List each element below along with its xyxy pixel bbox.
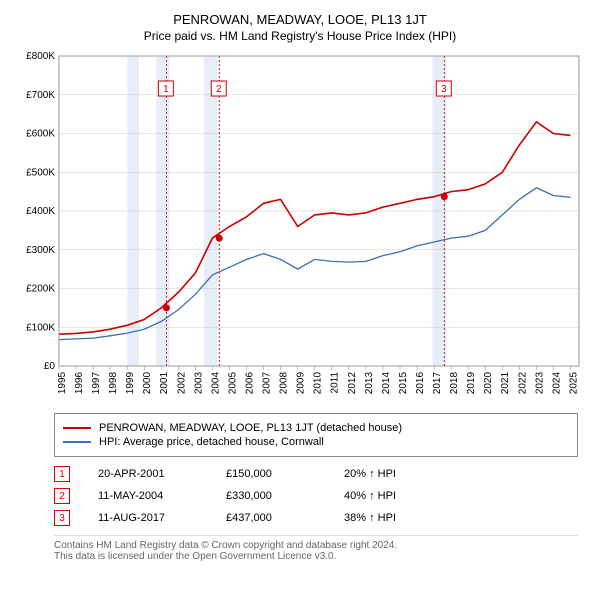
svg-text:2023: 2023 <box>534 372 545 395</box>
legend-swatch <box>63 427 91 429</box>
footer-line-2: This data is licensed under the Open Gov… <box>54 551 578 562</box>
svg-text:2005: 2005 <box>227 372 238 395</box>
sale-marker-box: 3 <box>54 510 70 526</box>
svg-text:2011: 2011 <box>330 372 341 394</box>
svg-text:£100K: £100K <box>26 322 55 333</box>
svg-text:2000: 2000 <box>142 372 153 395</box>
svg-text:1997: 1997 <box>91 372 102 395</box>
svg-text:2008: 2008 <box>279 372 290 395</box>
legend-swatch <box>63 441 91 443</box>
svg-text:2016: 2016 <box>415 372 426 395</box>
sale-marker-box: 1 <box>54 466 70 482</box>
svg-text:£600K: £600K <box>26 129 55 140</box>
svg-text:2001: 2001 <box>159 372 170 395</box>
svg-text:2018: 2018 <box>449 372 460 395</box>
sale-date: 20-APR-2001 <box>98 468 198 480</box>
svg-text:2014: 2014 <box>381 372 392 395</box>
svg-text:£0: £0 <box>44 361 56 372</box>
svg-text:2002: 2002 <box>176 372 187 395</box>
footer-line-1: Contains HM Land Registry data © Crown c… <box>54 540 578 551</box>
sale-row: 3 11-AUG-2017 £437,000 38% ↑ HPI <box>54 507 578 529</box>
legend-label: HPI: Average price, detached house, Corn… <box>99 436 324 448</box>
sale-marker-box: 2 <box>54 488 70 504</box>
sales-table: 1 20-APR-2001 £150,000 20% ↑ HPI 2 11-MAY-200… <box>54 463 578 529</box>
svg-text:2017: 2017 <box>432 372 443 395</box>
svg-text:2009: 2009 <box>296 372 307 395</box>
svg-text:2012: 2012 <box>347 372 358 395</box>
svg-text:2003: 2003 <box>193 372 204 395</box>
sale-row: 1 20-APR-2001 £150,000 20% ↑ HPI <box>54 463 578 485</box>
sale-date: 11-AUG-2017 <box>98 512 198 524</box>
sale-delta: 40% ↑ HPI <box>344 490 396 502</box>
svg-text:2006: 2006 <box>244 372 255 395</box>
sale-delta: 20% ↑ HPI <box>344 468 396 480</box>
svg-text:£800K: £800K <box>26 52 55 62</box>
sale-row: 2 11-MAY-2004 £330,000 40% ↑ HPI <box>54 485 578 507</box>
svg-text:£300K: £300K <box>26 245 55 256</box>
svg-text:2019: 2019 <box>466 372 477 395</box>
legend-label: PENROWAN, MEADWAY, LOOE, PL13 1JT (detac… <box>99 422 402 434</box>
sale-price: £437,000 <box>226 512 316 524</box>
footer-attribution: Contains HM Land Registry data © Crown c… <box>54 535 578 562</box>
svg-text:£700K: £700K <box>26 90 55 101</box>
legend-item: HPI: Average price, detached house, Corn… <box>63 436 569 448</box>
svg-text:£400K: £400K <box>26 206 55 217</box>
sale-date: 11-MAY-2004 <box>98 490 198 502</box>
page-subtitle: Price paid vs. HM Land Registry's House … <box>12 29 588 43</box>
svg-text:2013: 2013 <box>364 372 375 395</box>
sale-price: £330,000 <box>226 490 316 502</box>
svg-text:2010: 2010 <box>313 372 324 395</box>
legend: PENROWAN, MEADWAY, LOOE, PL13 1JT (detac… <box>54 413 578 457</box>
svg-text:2022: 2022 <box>517 372 528 395</box>
svg-text:2025: 2025 <box>568 372 579 395</box>
svg-text:£200K: £200K <box>26 284 55 295</box>
svg-text:1: 1 <box>163 84 169 95</box>
page-title: PENROWAN, MEADWAY, LOOE, PL13 1JT <box>12 12 588 27</box>
chart-svg: £0 £100K £200K £300K £400K £500K £600K £700K £80… <box>13 52 589 406</box>
svg-text:2015: 2015 <box>398 372 409 395</box>
svg-text:2020: 2020 <box>483 372 494 395</box>
sale-price: £150,000 <box>226 468 316 480</box>
svg-text:2021: 2021 <box>500 372 511 395</box>
sale-delta: 38% ↑ HPI <box>344 512 396 524</box>
svg-text:2: 2 <box>216 84 222 95</box>
svg-text:£500K: £500K <box>26 167 55 178</box>
svg-text:3: 3 <box>441 84 447 95</box>
svg-text:1996: 1996 <box>74 372 85 395</box>
legend-item: PENROWAN, MEADWAY, LOOE, PL13 1JT (detac… <box>63 422 569 434</box>
svg-text:2024: 2024 <box>551 372 562 395</box>
svg-text:2007: 2007 <box>262 372 273 395</box>
svg-text:1999: 1999 <box>125 372 136 395</box>
svg-text:1995: 1995 <box>57 372 68 395</box>
svg-text:2004: 2004 <box>210 372 221 395</box>
price-chart: £0 £100K £200K £300K £400K £500K £600K £700K £80… <box>12 51 588 407</box>
svg-text:1998: 1998 <box>108 372 119 395</box>
